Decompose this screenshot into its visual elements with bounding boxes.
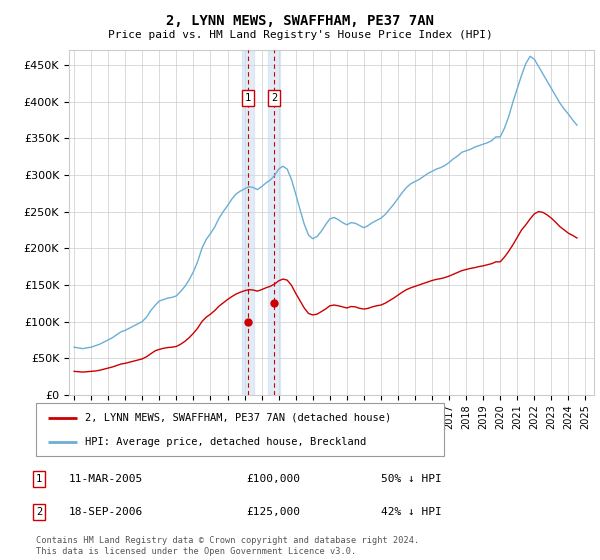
Text: 18-SEP-2006: 18-SEP-2006	[69, 507, 143, 517]
Text: 2: 2	[271, 93, 277, 103]
Text: 1: 1	[245, 93, 251, 103]
FancyBboxPatch shape	[36, 403, 444, 456]
Text: 2, LYNN MEWS, SWAFFHAM, PE37 7AN (detached house): 2, LYNN MEWS, SWAFFHAM, PE37 7AN (detach…	[85, 413, 391, 423]
Text: 42% ↓ HPI: 42% ↓ HPI	[381, 507, 442, 517]
Text: Contains HM Land Registry data © Crown copyright and database right 2024.
This d: Contains HM Land Registry data © Crown c…	[36, 536, 419, 556]
Text: 1: 1	[36, 474, 42, 484]
Text: 50% ↓ HPI: 50% ↓ HPI	[381, 474, 442, 484]
Text: HPI: Average price, detached house, Breckland: HPI: Average price, detached house, Brec…	[85, 437, 366, 447]
Text: 2, LYNN MEWS, SWAFFHAM, PE37 7AN: 2, LYNN MEWS, SWAFFHAM, PE37 7AN	[166, 14, 434, 28]
Text: £100,000: £100,000	[246, 474, 300, 484]
Text: Price paid vs. HM Land Registry's House Price Index (HPI): Price paid vs. HM Land Registry's House …	[107, 30, 493, 40]
Bar	[268, 50, 280, 395]
Text: £125,000: £125,000	[246, 507, 300, 517]
Text: 2: 2	[36, 507, 42, 517]
Bar	[242, 50, 254, 395]
Text: 11-MAR-2005: 11-MAR-2005	[69, 474, 143, 484]
